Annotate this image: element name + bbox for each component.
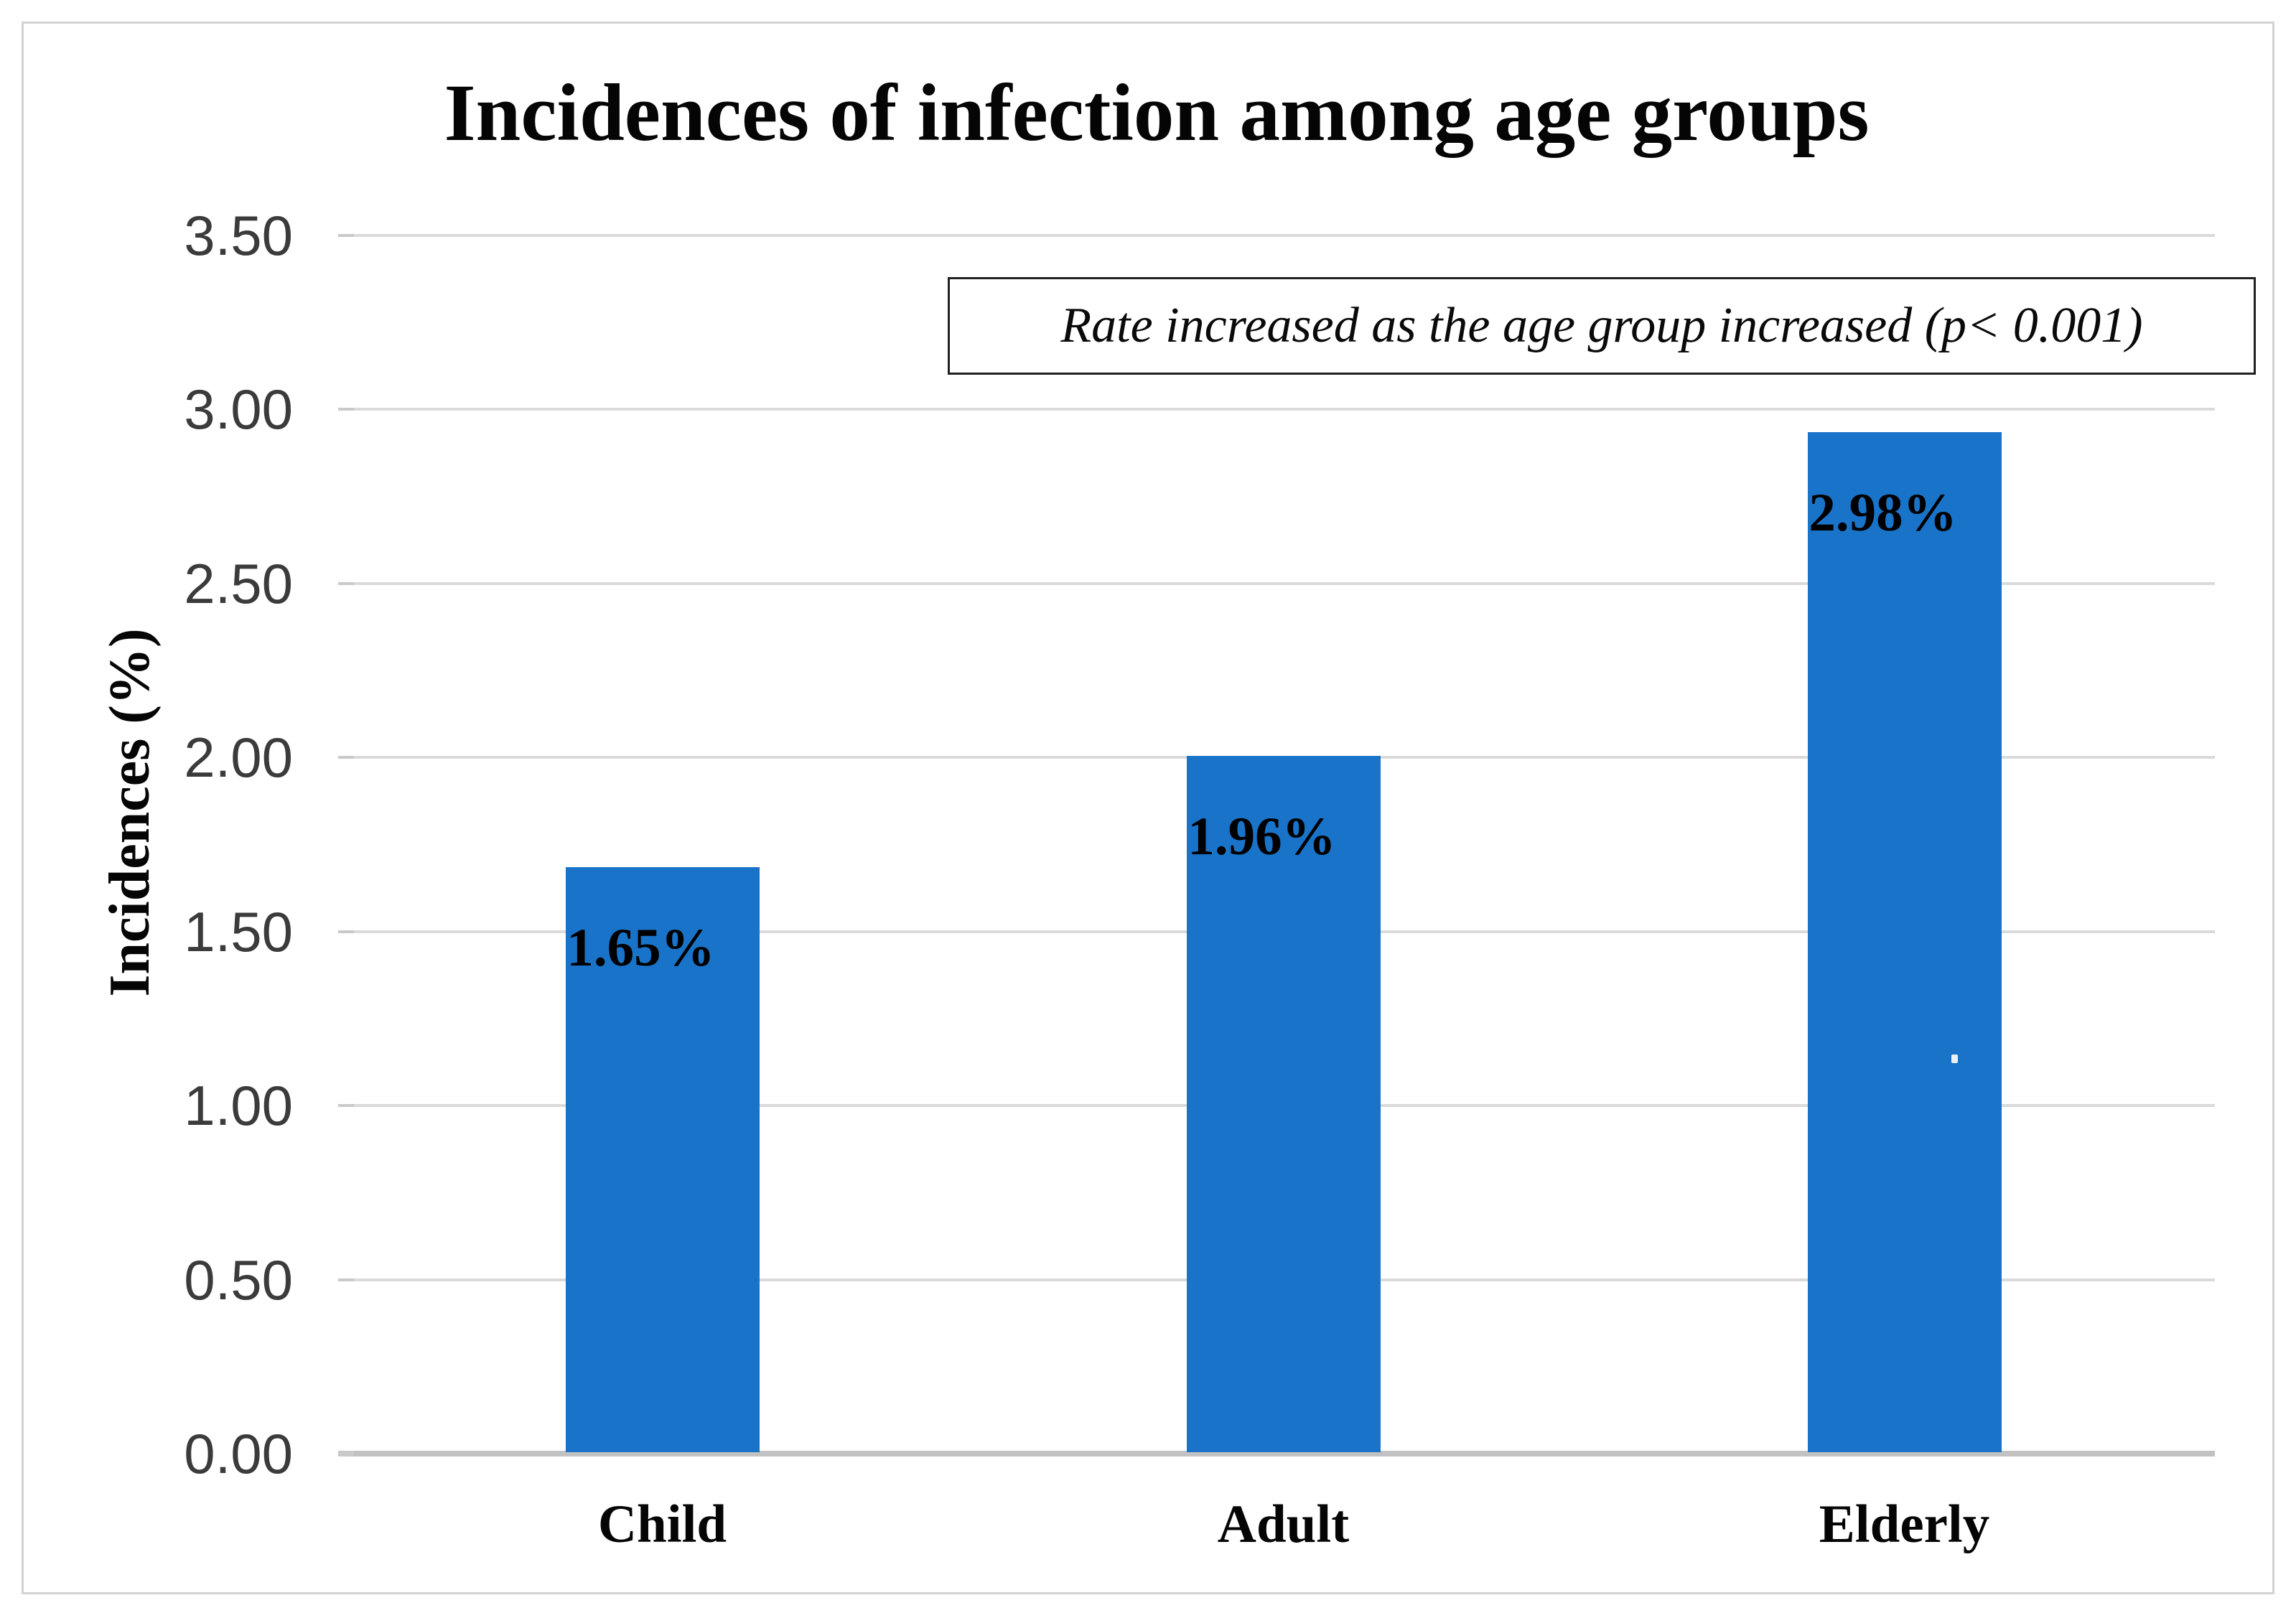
y-tick-label: 3.50 — [184, 203, 293, 267]
y-tick-label: 1.50 — [184, 899, 293, 963]
bar-child — [565, 867, 760, 1452]
y-axis-tick — [338, 1104, 354, 1107]
y-axis-tick — [338, 581, 354, 585]
x-category-label: Child — [597, 1495, 727, 1554]
y-axis-tick — [338, 233, 354, 237]
bar-adult — [1186, 756, 1381, 1452]
annotation-text: Rate increased as the age group increase… — [1060, 298, 2143, 353]
gridline — [352, 233, 2215, 237]
y-axis-tick — [338, 408, 354, 411]
y-axis-tick — [338, 756, 354, 759]
y-tick-label: 0.50 — [184, 1248, 293, 1312]
bar-value-label: 1.96% — [1187, 807, 1336, 866]
y-tick-label: 0.00 — [184, 1422, 293, 1485]
y-axis-tick — [338, 930, 354, 933]
gridline — [352, 581, 2215, 585]
bar-value-label: 2.98% — [1809, 483, 1957, 543]
y-tick-label: 3.00 — [184, 378, 293, 441]
y-tick-label: 1.00 — [184, 1074, 293, 1137]
figure-border — [22, 22, 2274, 1594]
chart-title: Incidences of infection among age groups — [444, 68, 1870, 158]
y-tick-label: 2.50 — [184, 551, 293, 615]
artifact-dot — [1951, 1055, 1958, 1063]
bar-elderly — [1807, 432, 2002, 1452]
x-category-label: Adult — [1217, 1495, 1350, 1554]
bar-value-label: 1.65% — [566, 918, 715, 978]
gridline — [352, 408, 2215, 411]
x-axis-line — [352, 1451, 2215, 1457]
y-axis-tick — [338, 1451, 354, 1457]
y-axis-tick — [338, 1278, 354, 1281]
annotation-box: Rate increased as the age group increase… — [948, 277, 2256, 375]
y-tick-label: 2.00 — [184, 726, 293, 789]
x-category-label: Elderly — [1819, 1495, 1990, 1554]
